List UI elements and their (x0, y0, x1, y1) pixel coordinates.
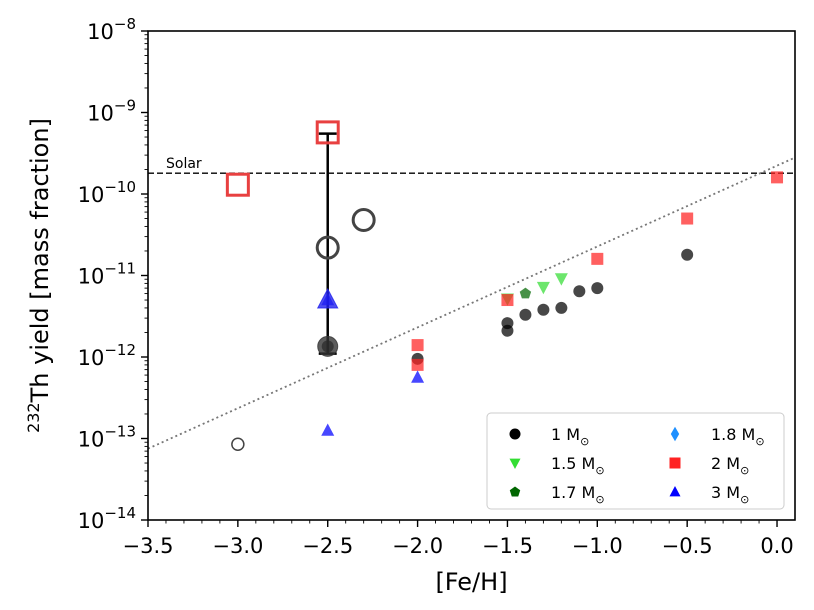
data-point (501, 294, 514, 307)
x-tick-label: −1.0 (572, 534, 623, 558)
x-axis-title: [Fe/H] (435, 568, 507, 596)
data-point (519, 287, 532, 299)
open-marker (351, 207, 376, 232)
y-tick-label: 10−14 (78, 504, 136, 533)
legend-marker (669, 457, 681, 469)
data-point (321, 423, 335, 436)
legend-label: 1.7 M⊙ (551, 483, 605, 506)
x-tick-label: −2.0 (392, 534, 443, 558)
legend: 1 M⊙ 1.8 M⊙ 1.5 M⊙ 2 M⊙ 1.7 M⊙ 3 M⊙ (486, 412, 785, 510)
open-marker (225, 172, 250, 197)
legend-label: 2 M⊙ (711, 454, 749, 477)
y-axis-title-text: Th yield [mass fraction] (26, 118, 54, 403)
legend-label: 1 M⊙ (551, 425, 589, 448)
data-marks-layer (225, 120, 784, 452)
x-tick-label: 0.0 (760, 534, 793, 558)
data-point (681, 248, 694, 261)
solar-label: Solar (166, 156, 202, 172)
open-marker (315, 120, 340, 145)
legend-marker (509, 458, 521, 470)
highlight-marker (317, 335, 339, 357)
x-tick-label: −3.0 (212, 534, 263, 558)
y-tick-label: 10−9 (87, 97, 136, 126)
reference-lines-layer (147, 156, 796, 450)
legend-marker (509, 486, 521, 497)
data-point (771, 171, 784, 184)
x-tick-label: −0.5 (662, 534, 713, 558)
data-point (536, 281, 550, 295)
x-tick-label: −2.5 (302, 534, 353, 558)
x-tick-label: −1.5 (482, 534, 533, 558)
y-tick-label: 10−11 (78, 260, 136, 289)
y-tick-label: 10−10 (78, 178, 136, 207)
legend-frame (486, 412, 785, 510)
data-point (537, 303, 550, 316)
legend-label: 3 M⊙ (711, 483, 749, 506)
data-point (411, 370, 425, 383)
data-point (501, 317, 514, 330)
axes: −3.5 −3.0 −2.5 −2.0 −1.5 −1.0 −0.5 0.0 10−14 10−1… (78, 15, 796, 558)
data-point (411, 339, 424, 352)
legend-marker (670, 426, 680, 442)
data-point (681, 212, 694, 225)
trend-line (147, 156, 796, 450)
legend-marker (509, 428, 521, 440)
data-point (411, 358, 424, 371)
y-axis-title: 232Th yield [mass fraction] (24, 118, 54, 433)
data-point (573, 285, 586, 298)
y-axis-title-superscript: 232 (24, 402, 43, 433)
x-tick-label: −3.5 (123, 534, 174, 558)
y-tick-label: 10−12 (78, 341, 136, 370)
data-point (519, 308, 532, 321)
y-tick-label: 10−13 (78, 423, 136, 452)
data-point (555, 301, 568, 314)
legend-label: 1.5 M⊙ (551, 454, 605, 477)
legend-label: 1.8 M⊙ (711, 425, 765, 448)
open-marker (231, 437, 245, 452)
data-point (554, 273, 568, 286)
data-point (591, 282, 604, 295)
highlight-marker (316, 287, 339, 309)
data-point (591, 252, 604, 265)
y-tick-label: 10−8 (87, 15, 136, 44)
open-marker (315, 235, 340, 260)
legend-marker (669, 485, 681, 497)
